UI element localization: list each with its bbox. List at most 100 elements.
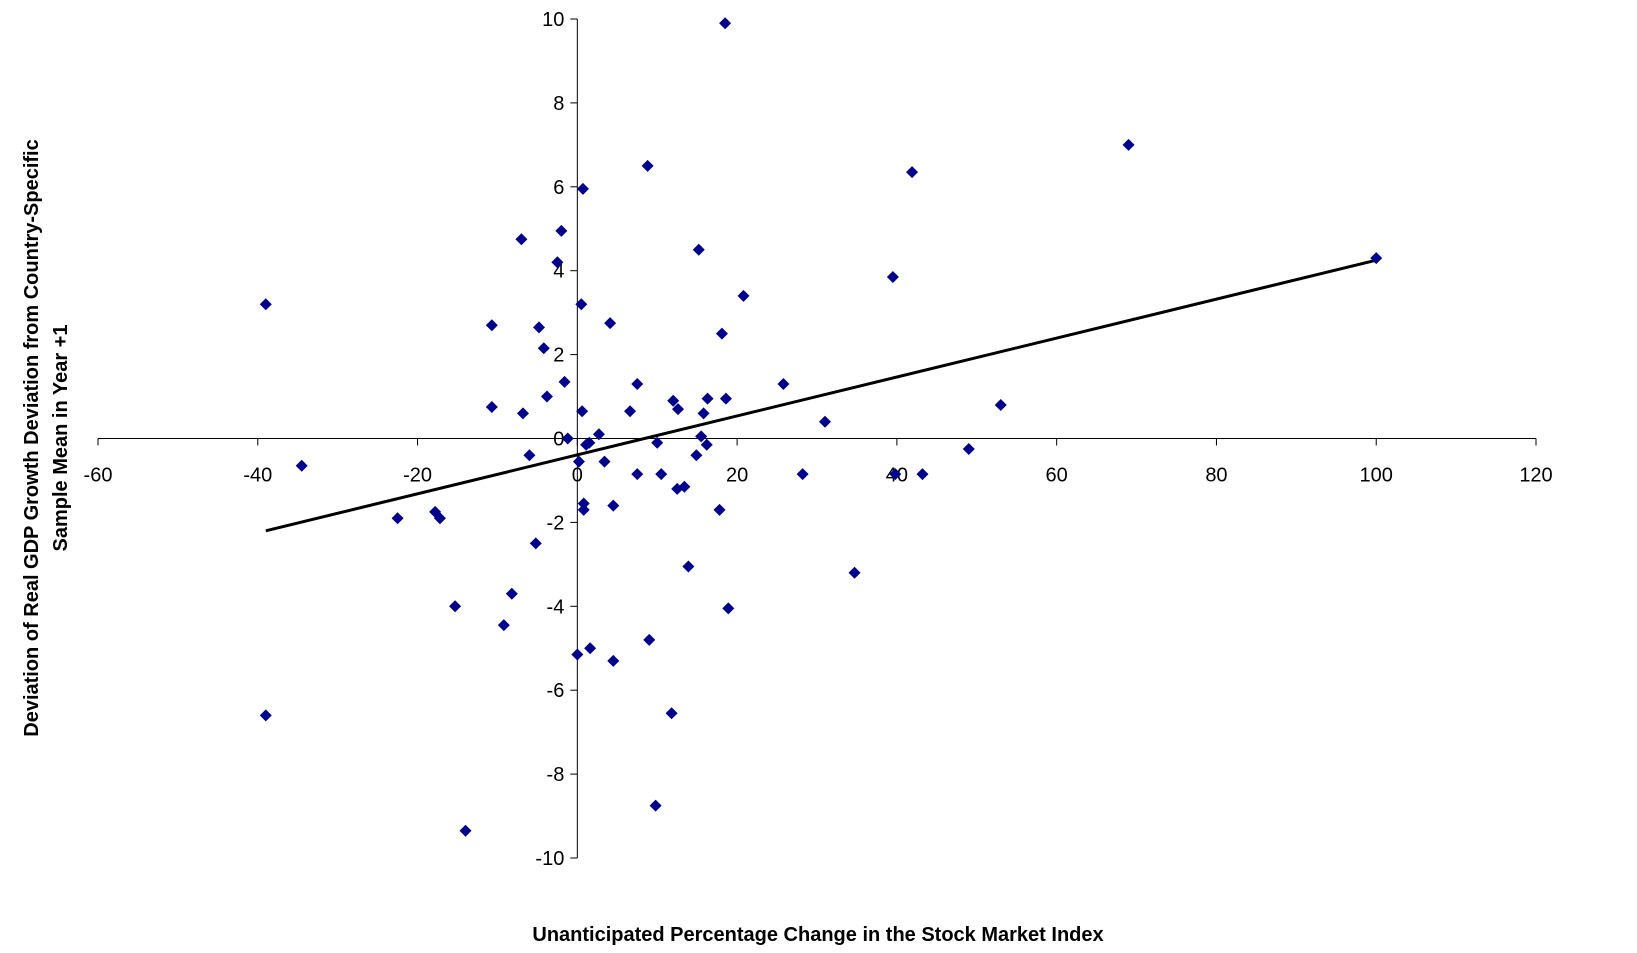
- y-tick-label: 0: [553, 429, 564, 451]
- data-point: [577, 503, 590, 516]
- data-point: [796, 468, 809, 481]
- data-point: [558, 375, 571, 388]
- data-point: [682, 560, 695, 573]
- x-tick-label: -60: [84, 465, 113, 487]
- data-point: [667, 394, 680, 407]
- data-point: [678, 480, 691, 493]
- x-tick-label: -40: [243, 465, 272, 487]
- x-tick-label: 120: [1519, 465, 1552, 487]
- data-point: [697, 407, 710, 420]
- data-point: [505, 587, 518, 600]
- data-point: [641, 159, 654, 172]
- data-point: [575, 298, 588, 311]
- data-point: [889, 468, 902, 481]
- data-point: [576, 405, 589, 418]
- data-point: [449, 600, 462, 613]
- y-axis: -10 -8 -6 -4 -2 0 2 4 6 8 10: [535, 9, 578, 870]
- y-axis-title-line-2: Sample Mean in Year +1: [50, 325, 72, 552]
- data-point: [584, 642, 597, 655]
- data-point: [561, 432, 574, 445]
- data-point: [259, 298, 272, 311]
- data-point: [259, 709, 272, 722]
- data-point: [737, 289, 750, 302]
- data-point: [571, 648, 584, 661]
- y-axis-title: Deviation of Real GDP Growth Deviation f…: [21, 139, 72, 737]
- data-point: [651, 436, 664, 449]
- data-point: [598, 455, 611, 468]
- data-point: [715, 327, 728, 340]
- data-point: [537, 342, 550, 355]
- data-point: [631, 468, 644, 481]
- data-point: [1122, 138, 1135, 151]
- data-point: [722, 602, 735, 615]
- data-point: [1370, 252, 1383, 265]
- x-tick-label: 80: [1205, 465, 1227, 487]
- y-axis-title-line-1: Deviation of Real GDP Growth Deviation f…: [21, 139, 43, 737]
- data-point: [962, 442, 975, 455]
- data-point: [701, 392, 714, 405]
- x-axis-title: Unanticipated Percentage Change in the S…: [532, 924, 1103, 946]
- data-point: [624, 405, 637, 418]
- y-tick-label: -4: [547, 596, 565, 618]
- data-point: [532, 321, 545, 334]
- data-point: [572, 455, 585, 468]
- y-tick-label: -8: [547, 764, 565, 786]
- data-point: [643, 633, 656, 646]
- y-tick-label: 6: [553, 177, 564, 199]
- data-point: [607, 654, 620, 667]
- data-point: [583, 436, 596, 449]
- x-tick-label: 60: [1046, 465, 1068, 487]
- data-point: [485, 401, 498, 414]
- data-point: [551, 256, 564, 269]
- y-tick-label: 2: [553, 345, 564, 367]
- data-point: [700, 438, 713, 451]
- data-point: [690, 449, 703, 462]
- y-tick-label: -10: [535, 848, 564, 870]
- y-tick-label: 10: [542, 9, 564, 31]
- data-point: [848, 566, 861, 579]
- y-tick-label: -2: [547, 512, 565, 534]
- data-point: [523, 449, 536, 462]
- data-point: [459, 824, 472, 837]
- data-point: [497, 619, 510, 632]
- data-point: [906, 166, 919, 179]
- data-point: [695, 430, 708, 443]
- data-point: [655, 468, 668, 481]
- data-point: [886, 270, 899, 283]
- data-point: [665, 707, 678, 720]
- data-point: [540, 390, 553, 403]
- data-point: [592, 428, 605, 441]
- data-point: [994, 398, 1007, 411]
- trend-line: [265, 258, 1377, 533]
- data-point: [818, 415, 831, 428]
- data-point: [719, 392, 732, 405]
- x-tick-label: 20: [726, 465, 748, 487]
- x-tick-label: -20: [403, 465, 432, 487]
- x-tick-label: 100: [1360, 465, 1393, 487]
- data-point: [555, 224, 568, 237]
- data-point: [485, 319, 498, 332]
- data-point: [604, 317, 617, 330]
- y-tick-label: -6: [547, 680, 565, 702]
- data-point: [649, 799, 662, 812]
- data-point: [631, 377, 644, 390]
- data-point: [713, 503, 726, 516]
- trend-line-group: [265, 258, 1377, 533]
- data-point: [719, 17, 732, 30]
- data-point: [577, 497, 590, 510]
- data-point: [529, 537, 542, 550]
- y-tick-label: 8: [553, 93, 564, 115]
- data-point: [576, 182, 589, 195]
- data-point: [777, 377, 790, 390]
- data-point: [671, 403, 684, 416]
- data-point: [433, 512, 446, 525]
- y-tick-label: 4: [553, 261, 564, 283]
- data-point: [517, 407, 530, 420]
- data-point: [916, 468, 929, 481]
- data-point: [607, 499, 620, 512]
- data-point: [391, 512, 404, 525]
- data-points: [259, 17, 1383, 837]
- data-point: [295, 459, 308, 472]
- data-point: [692, 243, 705, 256]
